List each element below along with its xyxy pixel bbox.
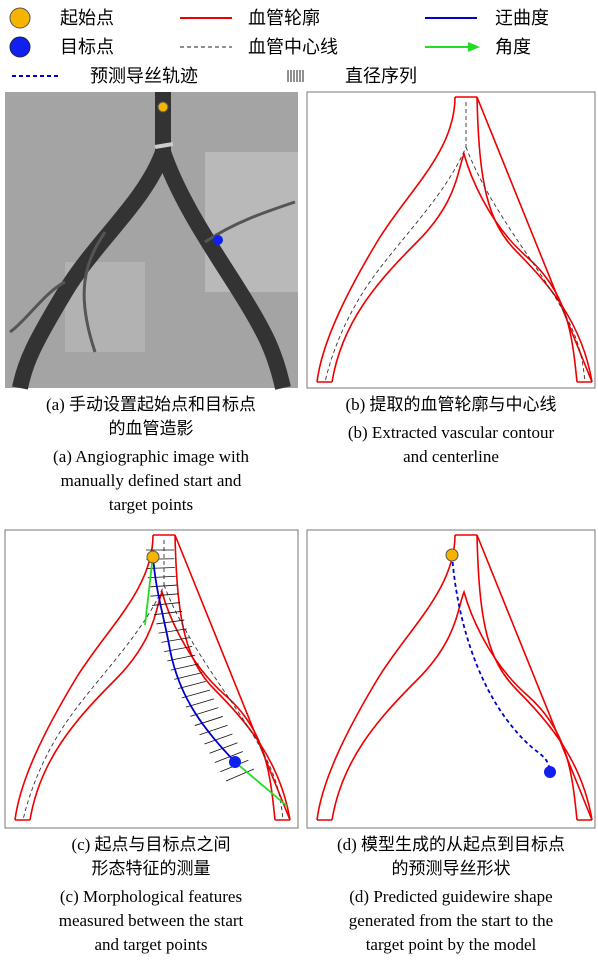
caption-line: target point by the model [366,935,537,954]
caption-line: (c) Morphological features [60,887,242,906]
caption-line: (d) Predicted guidewire shape [349,887,552,906]
caption-line: 的预测导丝形状 [392,859,511,878]
contour-panel [307,92,595,388]
legend: 起始点 血管轮廓 迂曲度 目标点 血管中心线 角度 预测导丝轨迹 直径序列 [10,8,549,86]
feature-panel [5,530,298,828]
caption-line: (d) 模型生成的从起点到目标点 [337,835,565,854]
caption-line: (b) 提取的血管轮廓与中心线 [345,395,556,414]
caption-line: 形态特征的测量 [92,859,211,878]
caption-line: 的血管造影 [109,419,194,438]
angiogram [5,92,298,388]
prediction-panel [307,530,595,828]
figure: 起始点 血管轮廓 迂曲度 目标点 血管中心线 角度 预测导丝轨迹 直径序列 [0,0,598,964]
caption-line: measured between the start [59,911,244,930]
caption-line: and centerline [403,447,499,466]
legend-label: 直径序列 [345,66,417,86]
caption-line: target points [109,495,193,514]
legend-label: 目标点 [60,37,114,57]
caption-line: manually defined start and [61,471,242,490]
caption-line: generated from the start to the [349,911,553,930]
legend-label: 血管中心线 [248,37,338,57]
caption-line: (a) Angiographic image with [53,447,249,466]
legend-label: 角度 [495,37,531,57]
legend-label: 血管轮廓 [248,8,320,28]
legend-label: 预测导丝轨迹 [90,66,198,86]
caption-line: and target points [95,935,208,954]
caption-line: (c) 起点与目标点之间 [71,835,230,854]
legend-label: 迂曲度 [495,8,549,28]
caption-line: (b) Extracted vascular contour [348,423,555,442]
legend-label: 起始点 [60,8,114,28]
caption-line: (a) 手动设置起始点和目标点 [46,395,256,414]
